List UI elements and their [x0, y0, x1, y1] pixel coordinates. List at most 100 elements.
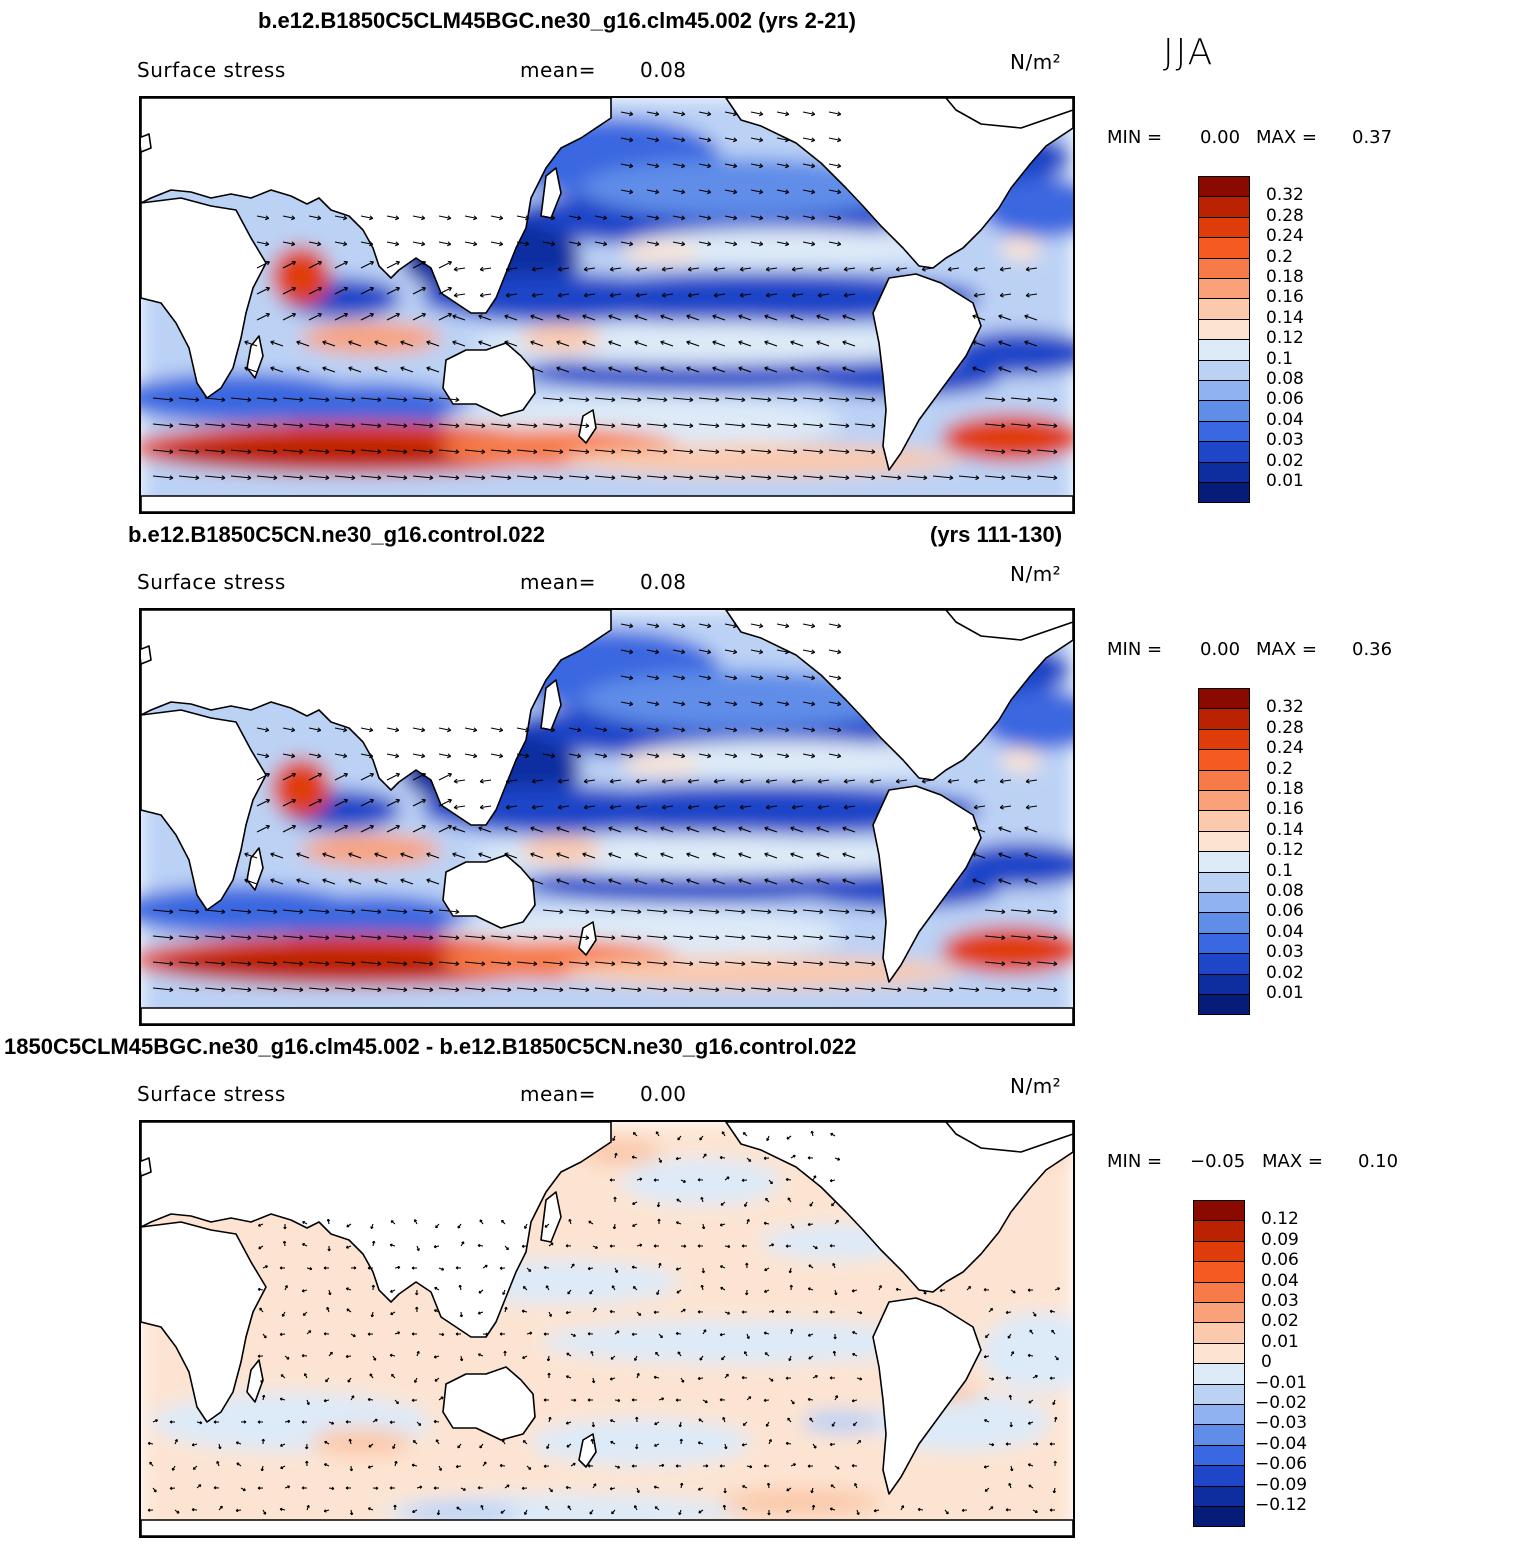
stress-vector	[530, 826, 544, 833]
stress-vector	[988, 1377, 995, 1381]
stress-vector	[256, 260, 270, 269]
stress-vector	[828, 163, 842, 169]
stress-vector	[895, 778, 908, 784]
stress-vector	[828, 137, 842, 143]
stress-vector	[591, 1377, 596, 1384]
colorbar-swatch	[1193, 1465, 1245, 1487]
stress-vector	[750, 475, 772, 481]
stress-vector	[171, 1465, 176, 1471]
stress-vector	[763, 1221, 770, 1225]
stress-vector	[306, 1330, 312, 1335]
stress-vector	[542, 449, 564, 455]
stress-vector	[776, 961, 798, 967]
stress-vector	[386, 935, 408, 941]
colorbar-tick-label: 0.32	[1266, 697, 1304, 718]
stress-vector	[1036, 449, 1058, 455]
stress-vector	[676, 1289, 682, 1294]
stress-vector	[646, 961, 668, 967]
stress-vector	[499, 1266, 506, 1270]
stress-vector	[557, 804, 570, 810]
stress-vector	[698, 241, 712, 247]
stress-vector	[589, 1509, 594, 1515]
stress-vector	[256, 909, 278, 915]
stress-vector	[812, 1443, 817, 1449]
stress-vector	[411, 1398, 418, 1402]
stress-vector	[367, 1332, 374, 1336]
stress-vector	[786, 1487, 792, 1492]
stress-vector	[802, 163, 816, 169]
stress-vector	[1025, 778, 1038, 784]
stress-vector	[347, 1377, 352, 1383]
stress-vector	[178, 397, 200, 403]
stress-vector	[1053, 1460, 1057, 1467]
stress-vector	[256, 241, 270, 247]
stress-vector	[592, 1483, 597, 1489]
colorbar-swatch	[1193, 1363, 1245, 1385]
stress-vector	[412, 1509, 418, 1514]
stress-vector	[367, 1507, 374, 1511]
stress-vector	[1036, 475, 1058, 481]
stress-vector	[308, 423, 330, 429]
stress-vector	[522, 1355, 528, 1360]
stress-vector	[334, 286, 348, 295]
mean-value: 0.08	[640, 570, 687, 594]
stress-vector	[523, 1509, 528, 1515]
stress-vector	[635, 292, 648, 298]
stress-vector	[678, 1421, 682, 1428]
stress-vector	[568, 935, 590, 941]
stress-vector	[594, 727, 608, 733]
stress-vector	[620, 753, 634, 759]
stress-vector	[594, 449, 616, 455]
stress-vector	[305, 1443, 309, 1450]
colorbar-swatch	[1198, 688, 1250, 710]
stress-vector	[479, 266, 492, 272]
stress-vector	[750, 753, 764, 759]
stress-vector	[653, 1244, 660, 1248]
stress-vector	[334, 449, 356, 455]
stress-vector	[672, 649, 686, 655]
stress-vector	[284, 1355, 290, 1360]
stress-vector	[658, 1262, 662, 1269]
stress-vector	[1010, 475, 1032, 481]
stress-vector	[374, 878, 388, 885]
stress-vector	[856, 1311, 863, 1315]
stress-vector	[634, 878, 648, 885]
stress-vector	[791, 804, 804, 810]
stress-vector	[372, 1355, 377, 1361]
stress-vector	[750, 909, 772, 915]
stress-vector	[568, 449, 590, 455]
stress-vector	[998, 366, 1012, 373]
stress-vector	[360, 449, 382, 455]
stress-vector	[587, 1332, 594, 1336]
colorbar-tick-label: 0.02	[1266, 450, 1304, 471]
stress-vector	[984, 449, 1006, 455]
stress-vector	[828, 475, 850, 481]
stress-vector	[724, 215, 738, 221]
stress-vector	[360, 397, 382, 403]
stress-vector	[301, 1486, 308, 1490]
stress-vector	[998, 826, 1012, 833]
stress-vector	[675, 1221, 682, 1225]
stress-vector	[490, 987, 512, 993]
stress-vector	[808, 1355, 814, 1360]
stress-vector	[698, 397, 720, 403]
stress-vector	[464, 727, 478, 733]
stress-vector	[477, 1353, 484, 1357]
stress-vector	[763, 1289, 770, 1293]
stress-vector	[594, 397, 616, 403]
stress-vector	[776, 987, 798, 993]
map-panel-difference	[139, 1120, 1075, 1538]
stress-vector	[646, 241, 660, 247]
stress-vector	[672, 753, 686, 759]
stress-vector	[260, 1465, 264, 1472]
stress-vector	[698, 449, 720, 455]
stress-vector	[374, 852, 388, 859]
stress-vector	[416, 1245, 420, 1252]
stress-vector	[244, 366, 258, 373]
stress-vector	[724, 727, 738, 733]
stress-vector	[750, 163, 764, 169]
stress-vector	[284, 1285, 288, 1291]
stress-vector	[636, 1311, 642, 1316]
stress-vector	[218, 1505, 223, 1511]
stress-vector	[334, 824, 348, 833]
